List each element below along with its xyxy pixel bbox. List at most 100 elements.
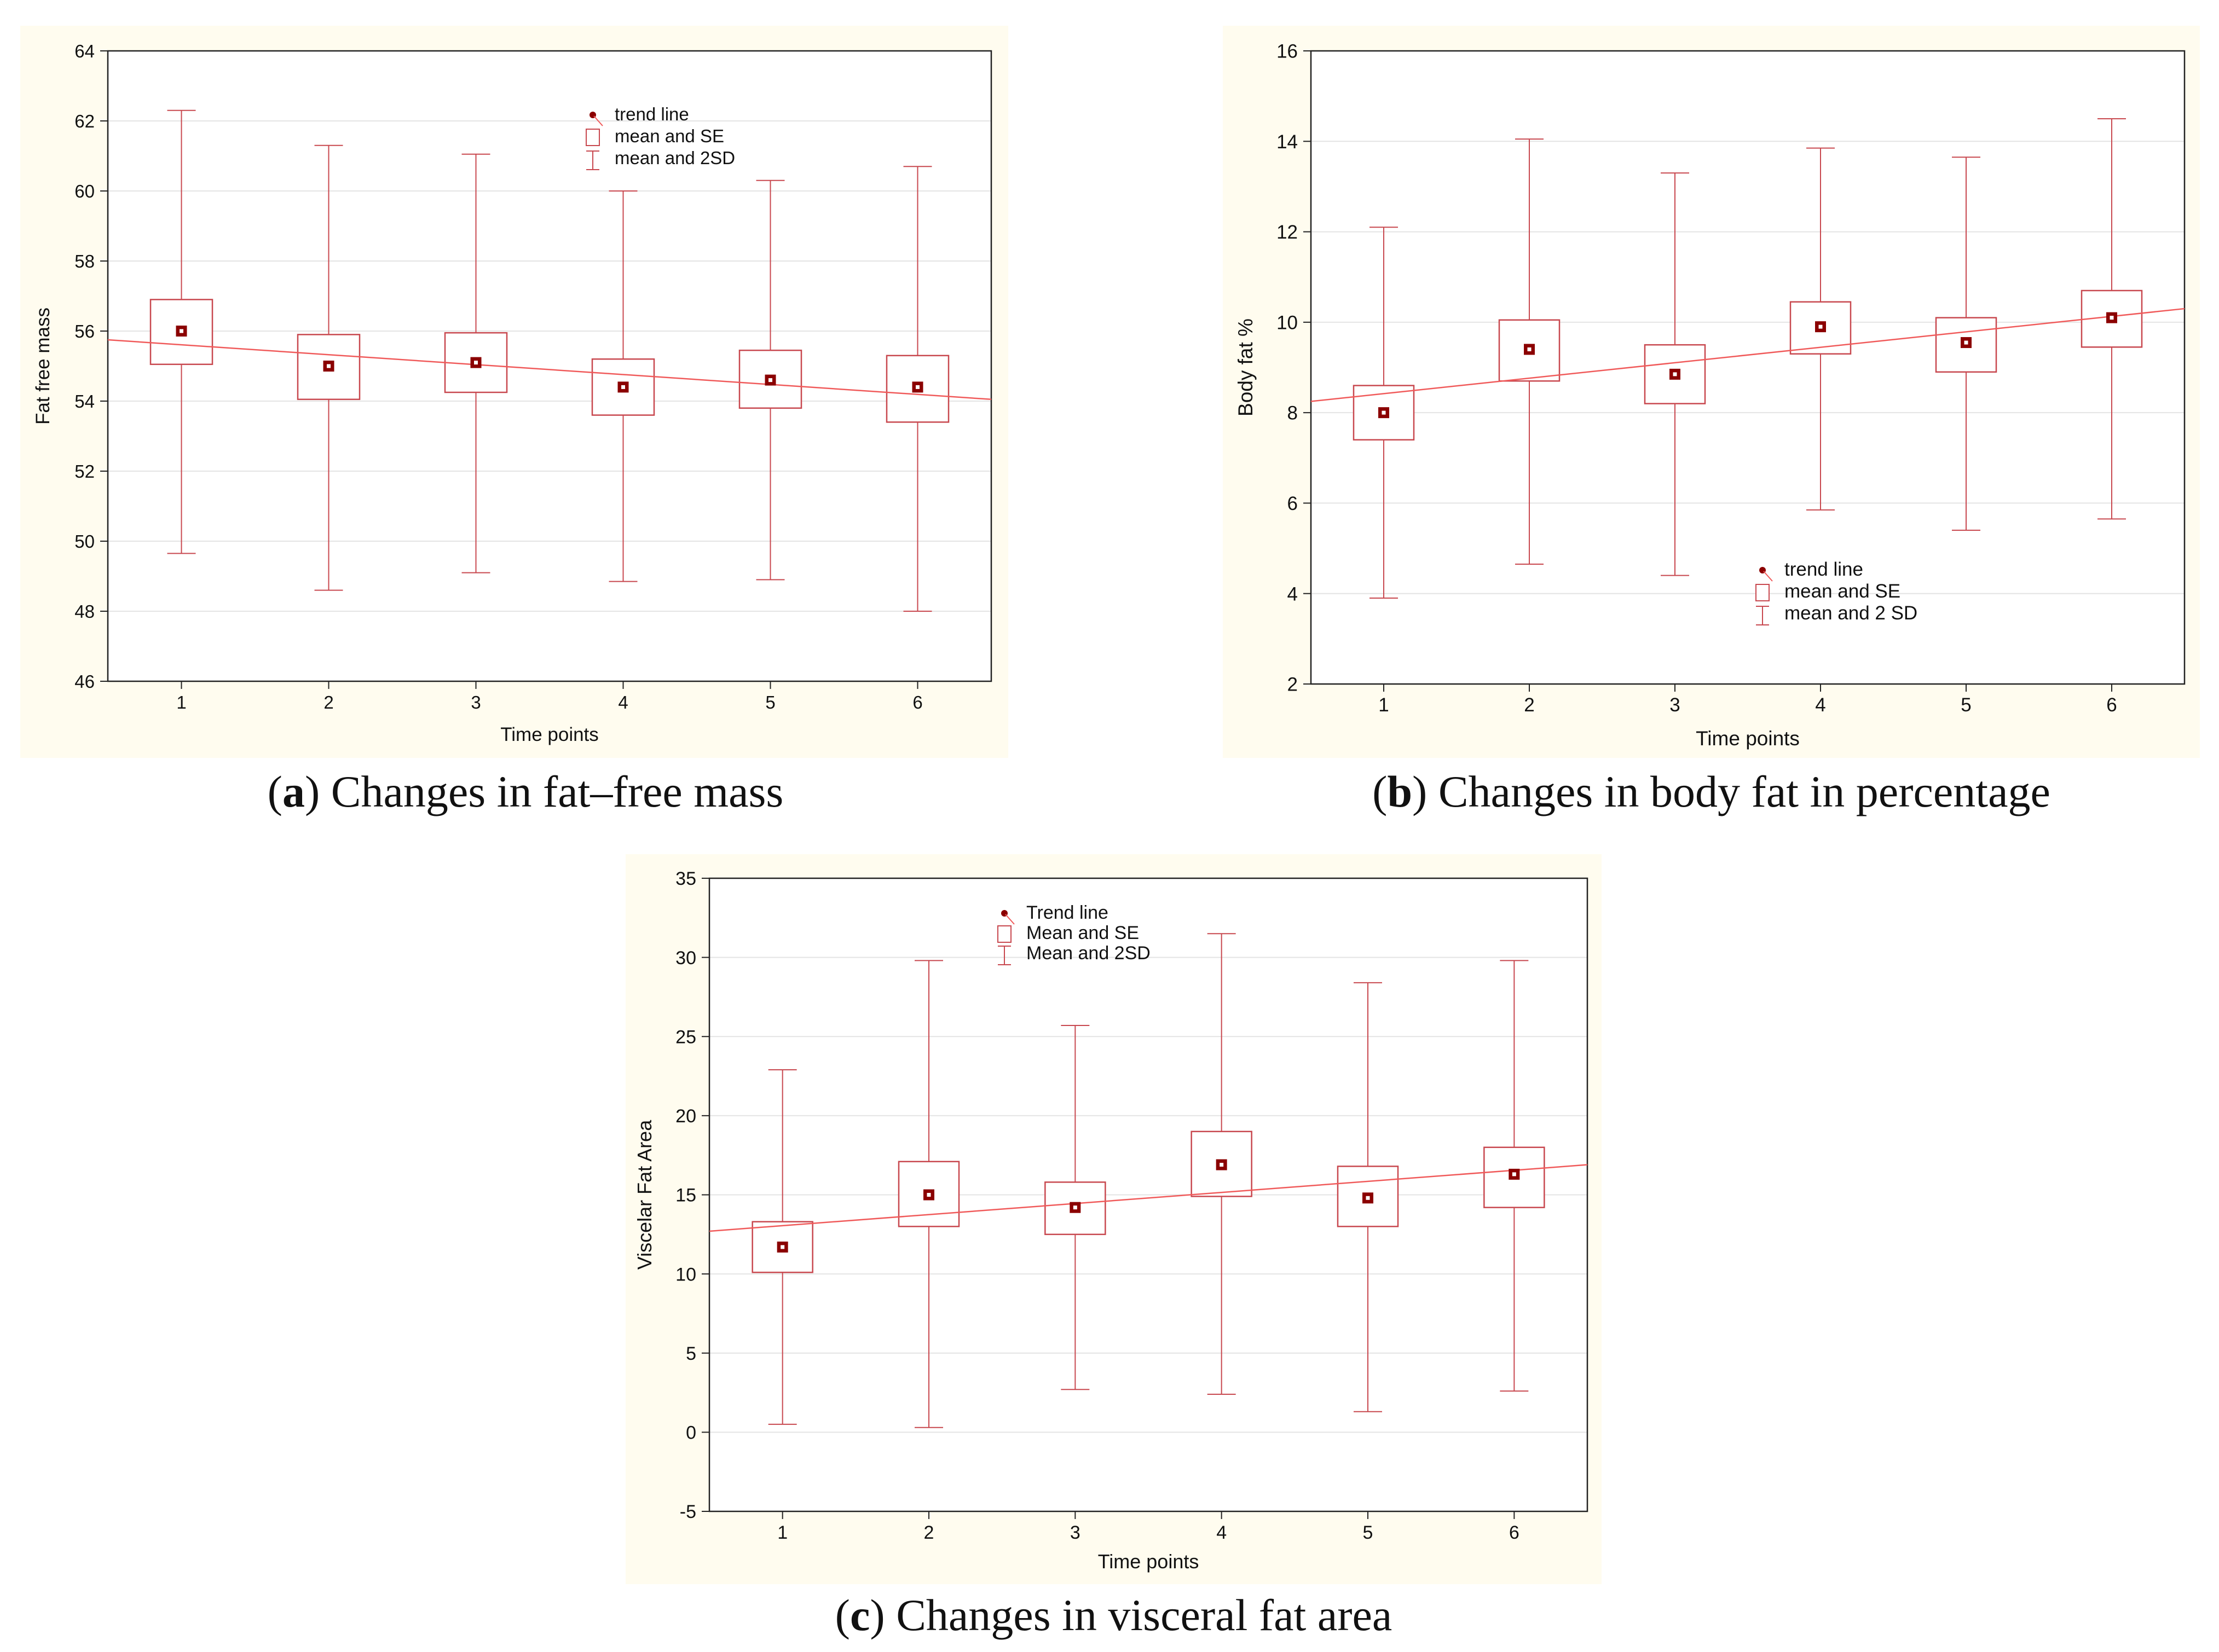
chart-b-xtick-label: 1 xyxy=(1378,694,1389,716)
chart-a-legend-trend-icon-line xyxy=(593,115,603,126)
chart-a-mean-marker-center xyxy=(916,385,920,389)
chart-b-legend-item-sd: mean and 2 SD xyxy=(1784,602,1917,624)
chart-a-mean-marker-center xyxy=(327,364,331,368)
chart-c-legend-item-sd: Mean and 2SD xyxy=(1026,943,1151,964)
chart-b-ytick-label: 16 xyxy=(1276,41,1298,62)
chart-c-se-box xyxy=(752,1221,813,1273)
chart-b-mean-marker-center xyxy=(1527,347,1532,351)
chart-b-ytick-label: 14 xyxy=(1276,131,1298,153)
chart-b-ytick-label: 8 xyxy=(1287,403,1298,424)
chart-a-xtick-label: 3 xyxy=(471,692,481,712)
chart-a-ytick-label: 56 xyxy=(74,321,95,341)
caption-b: (b) Changes in body fat in percentage xyxy=(1372,767,2050,816)
chart-a-ytick-label: 52 xyxy=(74,461,95,482)
chart-c-mean-marker-center xyxy=(781,1245,785,1249)
chart-c-legend-item-se: Mean and SE xyxy=(1026,923,1139,943)
chart-a-ylabel: Fat free mass xyxy=(32,308,54,425)
chart-b-legend-item-se: mean and SE xyxy=(1784,581,1900,602)
chart-c-ytick-label: 5 xyxy=(686,1343,696,1364)
chart-b-legend-trend-icon-line xyxy=(1763,571,1773,582)
caption-c-text: Changes in visceral fat area xyxy=(896,1590,1392,1640)
chart-c-ytick-label: 30 xyxy=(675,948,696,969)
chart-c-xtick-label: 6 xyxy=(1509,1522,1519,1543)
chart-a-legend-item-sd: mean and 2SD xyxy=(615,148,735,168)
chart-c-xtick-label: 5 xyxy=(1363,1522,1373,1543)
chart-c-legend-se-icon xyxy=(997,925,1012,943)
chart-b-mean-marker-center xyxy=(1964,340,1968,345)
chart-b-legend-se-icon xyxy=(1755,584,1770,601)
chart-a-xtick-label: 5 xyxy=(765,692,775,712)
chart-b-xtick-label: 3 xyxy=(1669,694,1680,716)
chart-c-mean-marker-center xyxy=(1220,1163,1224,1167)
chart-c-legend-item-trend: Trend line xyxy=(1026,902,1108,923)
chart-c-ylabel: Viscelar Fat Area xyxy=(633,1120,656,1270)
chart-c-ytick-label: 10 xyxy=(675,1264,696,1285)
chart-a-ytick-label: 60 xyxy=(74,181,95,201)
chart-a-plot-frame xyxy=(107,50,992,682)
chart-c-ytick-label: 0 xyxy=(686,1423,696,1444)
chart-b-xtick-label: 6 xyxy=(2106,694,2117,716)
chart-c-trend-line xyxy=(709,1164,1588,1232)
chart-b-xtick-label: 4 xyxy=(1815,694,1825,716)
chart-a-mean-marker-center xyxy=(474,361,478,365)
caption-a-text: Changes in fat–free mass xyxy=(331,767,784,816)
chart-a-ytick-label: 64 xyxy=(74,41,95,61)
chart-b-mean-marker-center xyxy=(1673,372,1677,376)
chart-a-xtick-label: 6 xyxy=(912,692,922,712)
chart-a-mean-marker-center xyxy=(180,329,183,333)
caption-b-text: Changes in body fat in percentage xyxy=(1438,767,2050,816)
chart-a-ytick-label: 48 xyxy=(74,601,95,622)
chart-c-mean-marker-center xyxy=(1512,1172,1516,1176)
chart-b-mean-marker-center xyxy=(2110,316,2114,320)
chart-b-plot-area xyxy=(1311,51,2185,684)
chart-b-ytick-label: 10 xyxy=(1276,312,1298,333)
chart-a-ytick-label: 50 xyxy=(74,531,95,552)
chart-a-ytick-label: 58 xyxy=(74,251,95,271)
chart-a-ytick-label: 46 xyxy=(74,671,95,692)
chart-b-ytick-label: 4 xyxy=(1287,583,1298,605)
chart-b-plot-frame xyxy=(1310,50,2186,685)
caption-c-letter: c xyxy=(850,1590,870,1640)
chart-b-xlabel: Time points xyxy=(1696,727,1800,750)
chart-c-mean-marker-center xyxy=(1073,1205,1077,1210)
chart-b-se-box xyxy=(1935,317,1997,373)
chart-a-plot-area xyxy=(108,51,991,681)
chart-b-legend-item-trend: trend line xyxy=(1784,559,1863,580)
chart-a-xlabel: Time points xyxy=(500,724,599,745)
chart-c-ytick-label: 35 xyxy=(675,868,696,889)
chart-c-legend-trend-icon-line xyxy=(1005,914,1015,925)
chart-a-xtick-label: 4 xyxy=(618,692,628,712)
caption-b-letter: b xyxy=(1387,767,1413,816)
chart-b-mean-marker-center xyxy=(1382,410,1386,415)
chart-c-xtick-label: 4 xyxy=(1216,1522,1227,1543)
chart-c-plot-frame xyxy=(708,877,1588,1512)
chart-c-ytick-label: 20 xyxy=(675,1106,696,1127)
chart-a-mean-marker-center xyxy=(768,378,772,382)
chart-a-legend-se-icon xyxy=(586,129,600,146)
chart-c-xtick-label: 3 xyxy=(1070,1522,1080,1543)
chart-c-ytick-label: 15 xyxy=(675,1185,696,1206)
chart-c-ytick-label: 25 xyxy=(675,1027,696,1047)
chart-b-trend-line xyxy=(1310,308,2185,402)
chart-a-ytick-label: 62 xyxy=(74,111,95,131)
caption-a: (a) Changes in fat–free mass xyxy=(267,767,784,816)
chart-a-xtick-label: 2 xyxy=(323,692,333,712)
chart-a-mean-marker-center xyxy=(621,385,625,389)
chart-b-mean-marker-center xyxy=(1818,324,1823,329)
chart-c-ytick-label: -5 xyxy=(680,1502,696,1522)
chart-b-xtick-label: 2 xyxy=(1524,694,1534,716)
chart-a-legend-item-trend: trend line xyxy=(615,104,689,124)
chart-a-xtick-label: 1 xyxy=(176,692,186,712)
chart-b-ytick-label: 6 xyxy=(1287,493,1298,514)
chart-a-legend-item-se: mean and SE xyxy=(615,126,724,146)
chart-c-xtick-label: 1 xyxy=(777,1522,788,1543)
chart-b-ytick-label: 2 xyxy=(1287,674,1298,695)
chart-c-xlabel: Time points xyxy=(1098,1550,1199,1573)
chart-b-ytick-label: 12 xyxy=(1276,222,1298,243)
chart-b-ylabel: Body fat % xyxy=(1234,318,1257,416)
caption-c: (c) Changes in visceral fat area xyxy=(835,1590,1392,1640)
chart-c-xtick-label: 2 xyxy=(924,1522,934,1543)
chart-a-trend-line xyxy=(107,339,992,401)
chart-c-mean-marker-center xyxy=(927,1193,931,1197)
